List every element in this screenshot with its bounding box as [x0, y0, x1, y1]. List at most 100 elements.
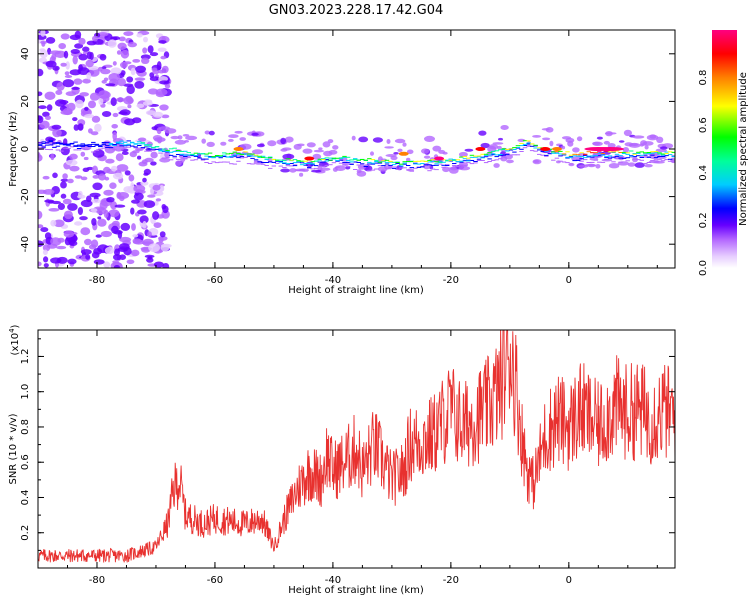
spectrogram-noise-blob — [142, 221, 147, 229]
spectrogram-noise-blob — [506, 159, 514, 164]
spectrogram-ridge-cell — [466, 159, 471, 161]
spectrogram-noise-blob — [595, 164, 601, 169]
spectrogram-ridge-cell — [604, 150, 609, 152]
spectrogram-ridge-cell — [657, 153, 662, 155]
spectrogram-ridge-cell — [409, 170, 415, 172]
spectrogram-ridge-cell — [126, 140, 131, 142]
spectrogram-noise-blob — [142, 100, 153, 106]
spectrogram-noise-blob — [239, 137, 246, 141]
spectrogram-noise-blob — [154, 200, 159, 206]
spectrogram-ridge-cell — [416, 160, 422, 162]
spectrogram-ridge-cell — [629, 156, 634, 158]
spectrogram-ridge-cell — [544, 155, 549, 157]
spectrogram-ridge-cell — [98, 144, 103, 146]
spectrogram-noise-blob — [112, 112, 119, 118]
spectrogram-ridge-cell — [537, 147, 542, 149]
spectrogram-noise-blob — [142, 47, 148, 54]
spectrogram-ridge-cell — [675, 158, 679, 159]
spectrogram-ridge-cell — [144, 144, 149, 146]
spectrogram-ridge-cell — [331, 162, 337, 164]
spectrogram-ridge-cell — [222, 156, 227, 157]
spectrogram-ridge-cell — [84, 145, 89, 146]
spectrogram-ridge-cell — [607, 155, 613, 157]
spectrogram-ridge-cell — [207, 163, 213, 164]
spectrogram-noise-blob — [310, 169, 322, 173]
spectrogram-noise-blob — [48, 208, 60, 212]
colorbar-ticks: 0.0 0.2 0.4 0.6 0.8 — [698, 70, 709, 276]
spectrogram-noise-blob — [110, 97, 117, 107]
spectrogram-noise-blob — [113, 254, 122, 261]
spectrogram-noise-blob — [64, 75, 73, 78]
spectrogram-ridge-cell — [207, 156, 213, 158]
spectrogram-noise-blob — [372, 137, 383, 143]
spectrogram-ridge-cell — [554, 151, 560, 153]
spectrogram-noise-blob — [43, 263, 49, 268]
spectrogram-ridge-cell — [476, 156, 482, 158]
spectrogram-ridge-cell — [328, 157, 333, 159]
spectrogram-noise-blob — [159, 231, 166, 238]
spectrogram-ridge-cell — [388, 161, 393, 163]
spectrogram-noise-blob — [285, 136, 294, 143]
spectrogram-noise-blob — [152, 211, 160, 220]
spectrogram-noise-blob — [393, 152, 399, 155]
spectrogram-noise-blob — [80, 249, 92, 255]
spectrogram-ridge-cell — [165, 149, 170, 151]
spectrogram-ridge-cell — [76, 144, 82, 146]
spectrogram-ridge-cell — [76, 149, 82, 151]
spectrogram-noise-blob — [137, 209, 147, 215]
spectrogram-noise-blob — [158, 40, 167, 44]
spectrogram-ridge-cell — [115, 141, 121, 143]
spectrogram-noise-blob — [132, 238, 142, 244]
spectrogram-ridge-cell — [558, 153, 563, 155]
spectrogram-noise-blob — [91, 199, 102, 204]
spectrogram-ridge-cell — [250, 163, 255, 165]
spectrogram-noise-blob — [649, 134, 657, 139]
y-tick-label: 1.0 — [20, 384, 31, 400]
spectrogram-ridge-cell — [282, 160, 287, 162]
spectrogram-noise-blob — [384, 146, 394, 149]
spectrogram-ridge-cell — [80, 143, 85, 145]
spectrogram-noise-blob — [80, 227, 91, 236]
spectrogram-noise-blob — [132, 234, 139, 238]
spectrogram-noise-blob — [406, 157, 411, 162]
spectrogram-noise-blob — [143, 172, 149, 176]
spectrogram-noise-blob — [449, 167, 459, 174]
spectrogram-ridge-cell — [275, 160, 280, 162]
spectrogram-ridge-cell — [660, 156, 666, 157]
spectrogram-ridge-cell — [381, 161, 386, 163]
spectrogram-noise-blob — [143, 200, 156, 209]
spectrogram-noise-blob — [147, 256, 153, 260]
spectrogram-noise-blob — [69, 165, 80, 172]
spectrogram-ridge-cell — [314, 165, 319, 167]
spectrogram-ridge-cell — [91, 146, 96, 147]
spectrogram-peak — [233, 147, 244, 151]
spectrogram-ridge-cell — [268, 161, 273, 163]
spectrogram-ridge-cell — [38, 144, 43, 146]
spectrogram-ridge-cell — [565, 157, 570, 159]
spectrogram-noise-blob — [46, 104, 53, 111]
spectrogram-noise-blob — [50, 257, 62, 264]
spectrogram-noise-blob — [351, 135, 356, 141]
spectrogram-ridge-cell — [338, 159, 344, 161]
spectrogram-ridge-cell — [455, 159, 461, 161]
spectrogram-noise-blob — [62, 173, 68, 180]
spectrogram-noise-blob — [134, 81, 145, 89]
x-tick-label: -60 — [207, 575, 223, 586]
spectrogram-noise-blob — [139, 215, 149, 224]
spectrogram-noise-blob — [628, 142, 641, 148]
spectrogram-ridge-cell — [512, 149, 517, 150]
spectrogram-ridge-cell — [76, 145, 82, 147]
spectrogram-noise-blob — [150, 151, 158, 159]
spectrogram-ridge-cell — [384, 161, 390, 163]
spectrogram-noise-blob — [141, 247, 151, 253]
spectrogram-ridge-cell — [69, 142, 75, 144]
spectrogram-ridge-cell — [469, 163, 475, 165]
spectrogram-noise-blob — [63, 210, 73, 220]
spectrogram-ridge-cell — [268, 157, 273, 159]
spectrogram-ridge-cell — [452, 159, 457, 161]
spectrogram-ridge-cell — [551, 159, 556, 161]
spectrogram-ridge-cell — [554, 152, 560, 154]
snr-xlabel: Height of straight line (km) — [288, 585, 424, 596]
spectrogram-noise-blob — [92, 182, 103, 191]
spectrogram-ridge-cell — [126, 143, 131, 145]
